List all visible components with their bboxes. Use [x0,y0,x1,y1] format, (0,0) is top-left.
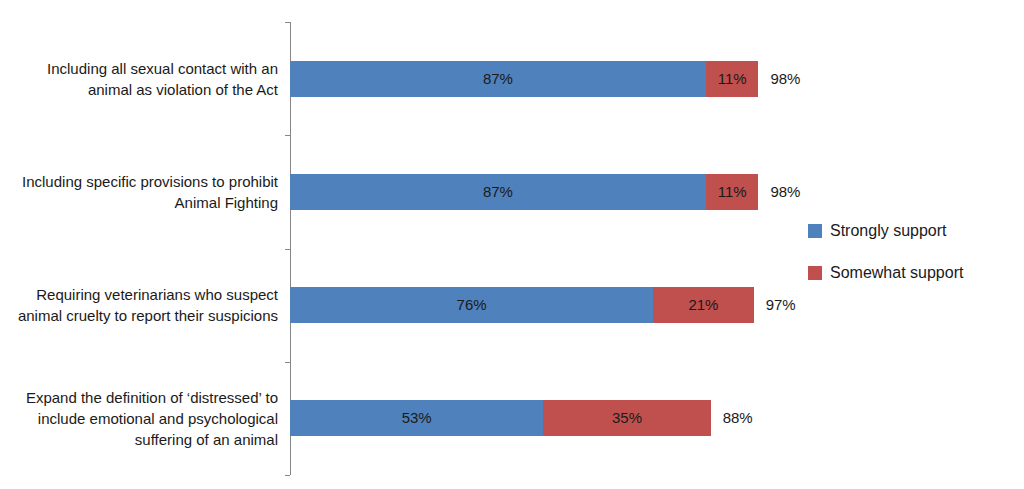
category-separator-tick [285,362,290,363]
total-label: 98% [770,182,800,202]
category-label: Requiring veterinarians who suspect anim… [10,249,278,362]
chart-root: Including all sexual contact with an ani… [0,0,1024,489]
category-label: Including all sexual contact with an ani… [10,22,278,135]
legend-label: Strongly support [830,220,947,242]
category-label: Including specific provisions to prohibi… [10,135,278,248]
legend-label: Somewhat support [830,262,963,284]
data-label: 87% [290,69,706,89]
category-separator-tick [285,475,290,476]
data-label: 11% [706,69,759,89]
category-separator-tick [285,22,290,23]
data-label: 53% [290,408,543,428]
category-label: Expand the definition of ‘distressed’ to… [10,362,278,475]
total-label: 97% [766,295,796,315]
plot-area [290,0,768,489]
data-label: 76% [290,295,653,315]
category-separator-tick [285,249,290,250]
legend-swatch [808,266,822,280]
category-separator-tick [285,135,290,136]
data-label: 11% [706,182,759,202]
data-label: 87% [290,182,706,202]
data-label: 35% [543,408,710,428]
data-label: 21% [653,295,753,315]
total-label: 98% [770,69,800,89]
legend-swatch [808,224,822,238]
total-label: 88% [723,408,753,428]
